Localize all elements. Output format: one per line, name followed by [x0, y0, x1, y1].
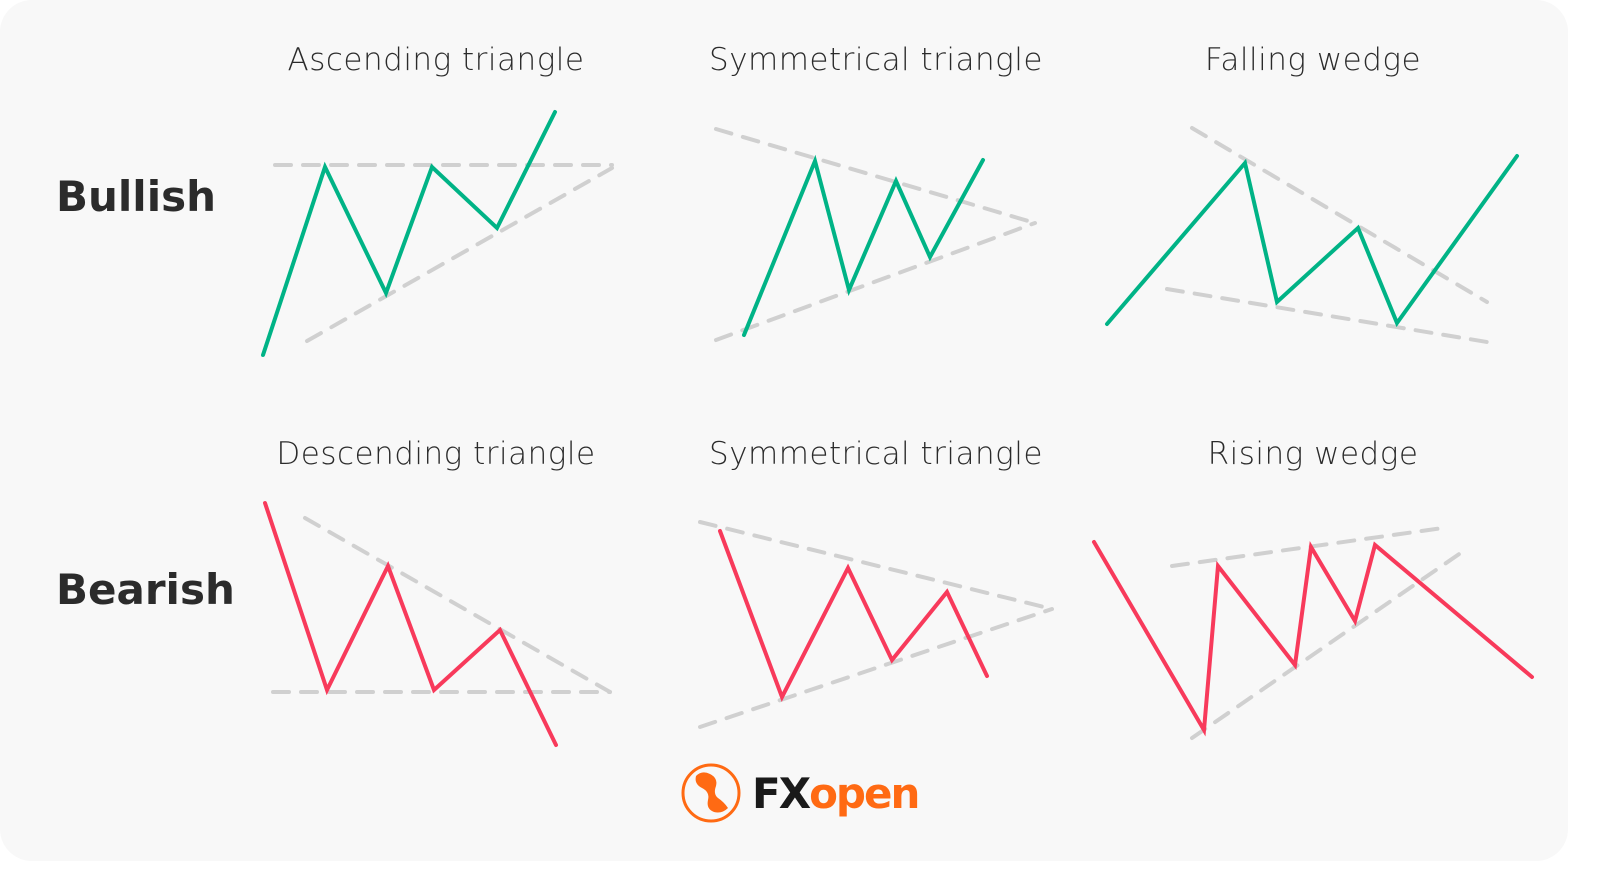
support-line — [1190, 548, 1467, 740]
resistance-line — [1170, 526, 1445, 568]
resistance-line — [714, 127, 1037, 225]
bull-bear-logo-icon — [681, 763, 741, 823]
title-falling-wedge: Falling wedge — [1204, 42, 1422, 78]
title-descending-triangle: Descending triangle — [276, 436, 596, 472]
row-label-bearish: Bearish — [56, 565, 235, 614]
support-line — [714, 221, 1037, 342]
resistance-line — [303, 516, 612, 694]
diagram-card — [0, 0, 1568, 861]
support-line — [1165, 287, 1489, 344]
support-line — [305, 166, 614, 343]
price-path-symmetrical-triangle-bullish — [742, 154, 985, 337]
price-path-falling-wedge — [1105, 154, 1519, 328]
fxopen-logo: FXopen — [680, 762, 920, 824]
logo-wordmark: FXopen — [752, 768, 920, 818]
title-rising-wedge: Rising wedge — [1207, 436, 1419, 472]
title-ascending-triangle: Ascending triangle — [287, 42, 585, 78]
logo-fx: FX — [752, 768, 811, 818]
price-path-rising-wedge — [1092, 540, 1534, 737]
row-label-bullish: Bullish — [56, 172, 217, 221]
resistance-line — [698, 520, 1054, 611]
title-symmetrical-triangle-bearish: Symmetrical triangle — [709, 436, 1043, 472]
resistance-line — [1190, 126, 1489, 304]
title-symmetrical-triangle-bullish: Symmetrical triangle — [709, 42, 1043, 78]
support-line — [698, 607, 1054, 729]
price-path-descending-triangle — [263, 501, 558, 747]
logo-open: open — [809, 768, 920, 818]
price-path-ascending-triangle — [261, 110, 557, 357]
price-path-symmetrical-triangle-bearish — [718, 529, 989, 702]
